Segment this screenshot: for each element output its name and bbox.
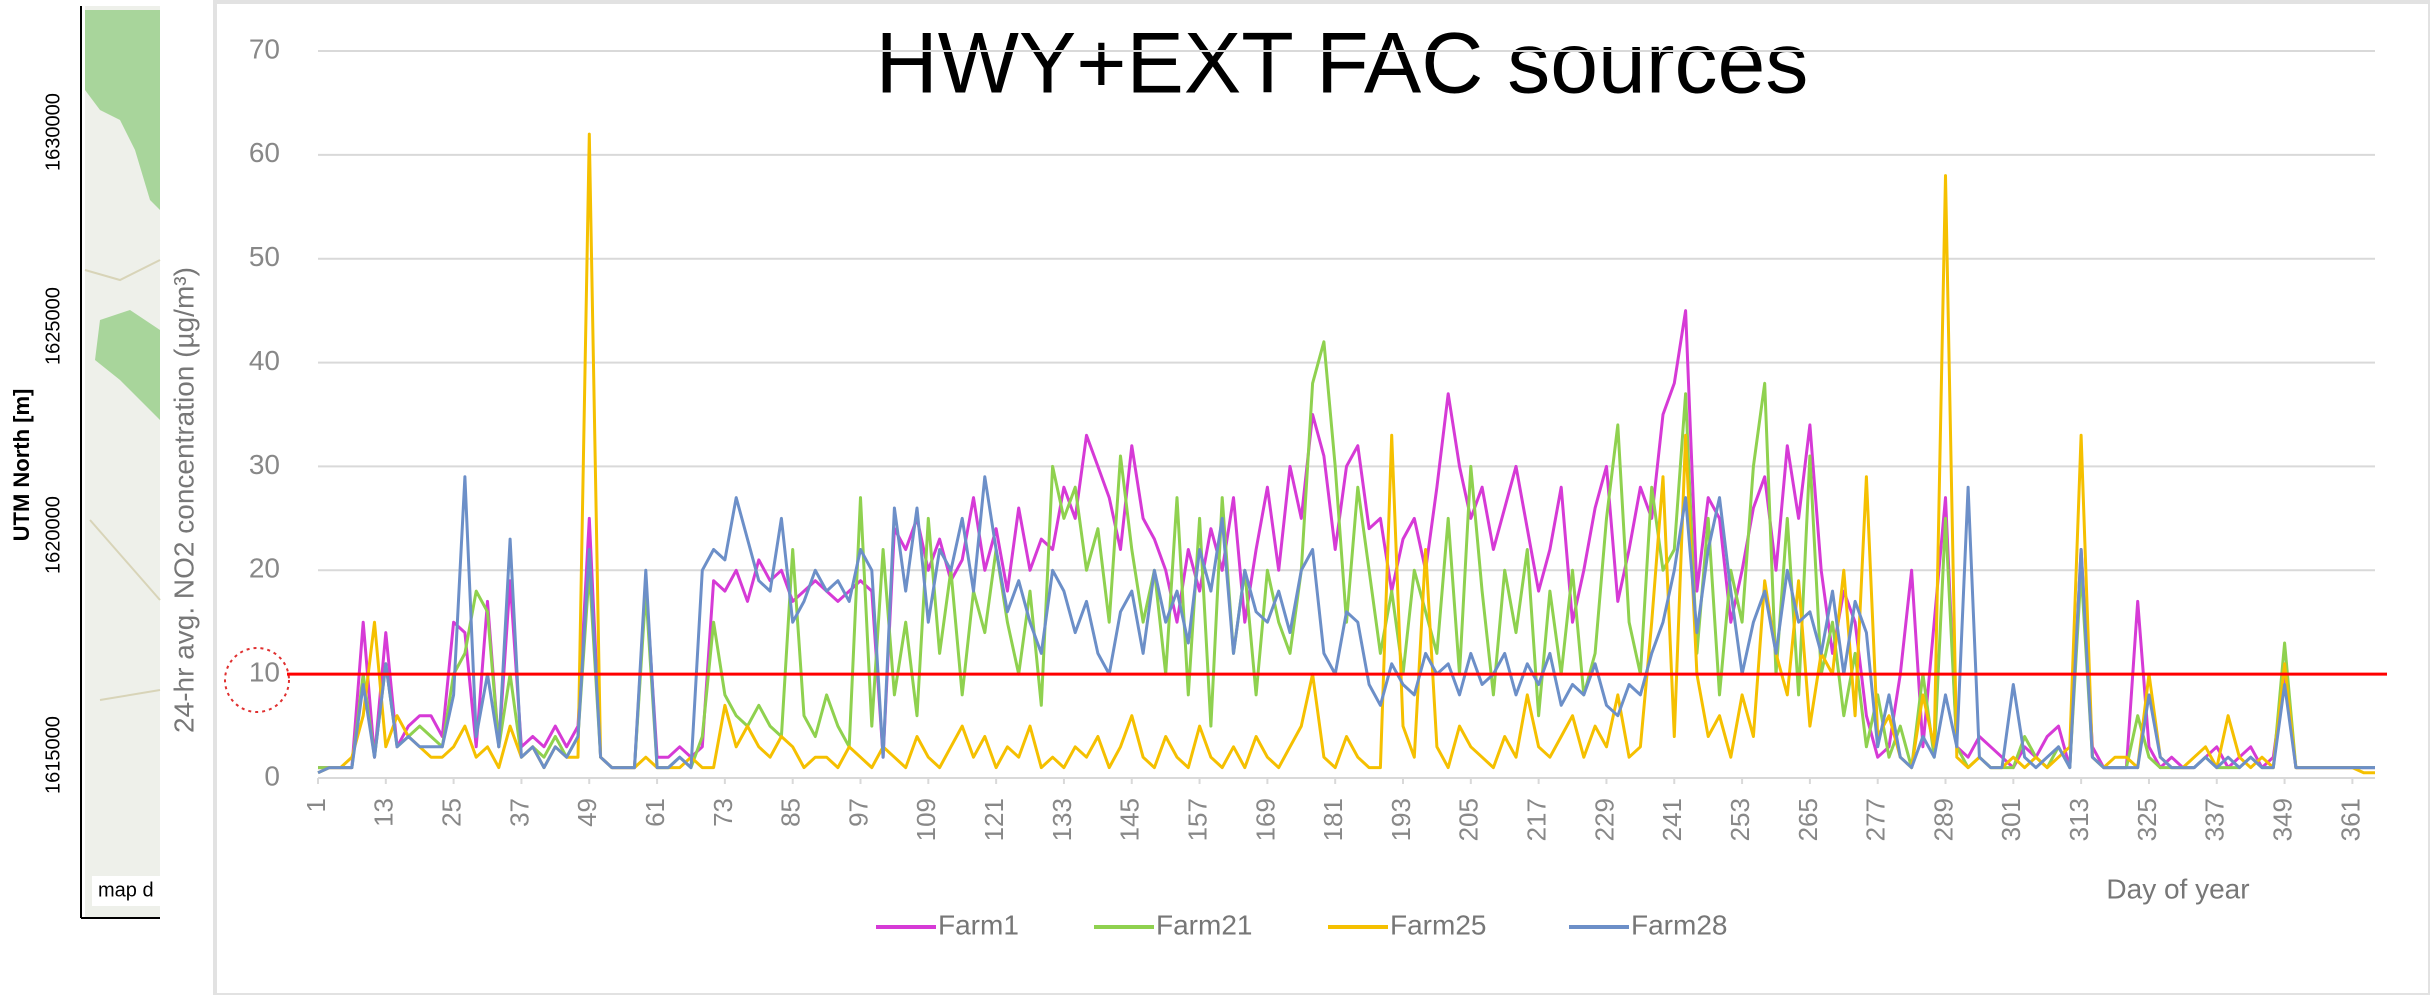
x-tick-label: 1 [301,798,331,812]
map-forest [95,310,160,420]
x-tick-label: 217 [1522,798,1552,841]
x-tick-label: 109 [911,798,941,841]
x-tick-label: 37 [504,798,534,827]
x-tick-label: 229 [1589,798,1619,841]
chart-title: HWY+EXT FAC sources [876,16,1809,112]
map-forest [85,10,160,210]
y-tick-label: 20 [249,553,280,584]
x-axis-label: Day of year [2106,873,2249,904]
map-axis-label: UTM North [m] [9,389,34,542]
map-tick-label: 1615000 [42,716,64,794]
y-tick-label: 10 [249,657,280,688]
x-tick-label: 13 [369,798,399,827]
x-tick-label: 241 [1657,798,1687,841]
x-tick-label: 337 [2200,798,2230,841]
x-tick-label: 169 [1250,798,1280,841]
x-tick-label: 253 [1725,798,1755,841]
map-tick-label: 1620000 [42,496,64,574]
map-tick-label: 1625000 [42,287,64,365]
highlight-circle [224,647,290,713]
x-tick-label: 181 [1318,798,1348,841]
chart-panel [213,0,2430,995]
map-road [84,259,161,701]
x-tick-label: 73 [708,798,738,827]
x-tick-label: 133 [1047,798,1077,841]
legend-label: Farm25 [1390,909,1486,940]
x-tick-label: 265 [1793,798,1823,841]
legend-label: Farm28 [1631,909,1727,940]
y-tick-label: 0 [264,760,280,791]
map-caption: map d [98,879,154,901]
x-tick-label: 325 [2132,798,2162,841]
x-tick-label: 61 [640,798,670,827]
x-tick-label: 97 [843,798,873,827]
y-tick-label: 60 [249,137,280,168]
y-tick-label: 70 [249,33,280,64]
map-caption-box [92,876,160,906]
x-tick-label: 25 [437,798,467,827]
x-tick-label: 313 [2064,798,2094,841]
y-tick-label: 30 [249,449,280,480]
x-tick-label: 301 [1996,798,2026,841]
series-line [317,475,2375,775]
map-tick-label: 1630000 [42,93,64,171]
x-tick-label: 85 [776,798,806,827]
x-tick-label: 277 [1861,798,1891,841]
x-tick-label: 157 [1182,798,1212,841]
x-tick-label: 349 [2267,798,2297,841]
x-tick-label: 49 [572,798,602,827]
y-axis-label: 24-hr avg. NO2 concentration (µg/m³) [168,267,199,733]
x-tick-label: 193 [1386,798,1416,841]
x-tick-label: 289 [1928,798,1958,841]
x-tick-label: 121 [979,798,1009,841]
legend-label: Farm1 [938,909,1019,940]
x-tick-label: 205 [1454,798,1484,841]
x-tick-label: 361 [2335,798,2365,841]
y-tick-label: 40 [249,345,280,376]
series-line [318,309,2375,770]
legend-label: Farm21 [1156,909,1252,940]
y-tick-label: 50 [249,241,280,272]
map-panel: UTM North [m] 1630000 1625000 1620000 16… [9,6,161,919]
x-tick-label: 145 [1115,798,1145,841]
